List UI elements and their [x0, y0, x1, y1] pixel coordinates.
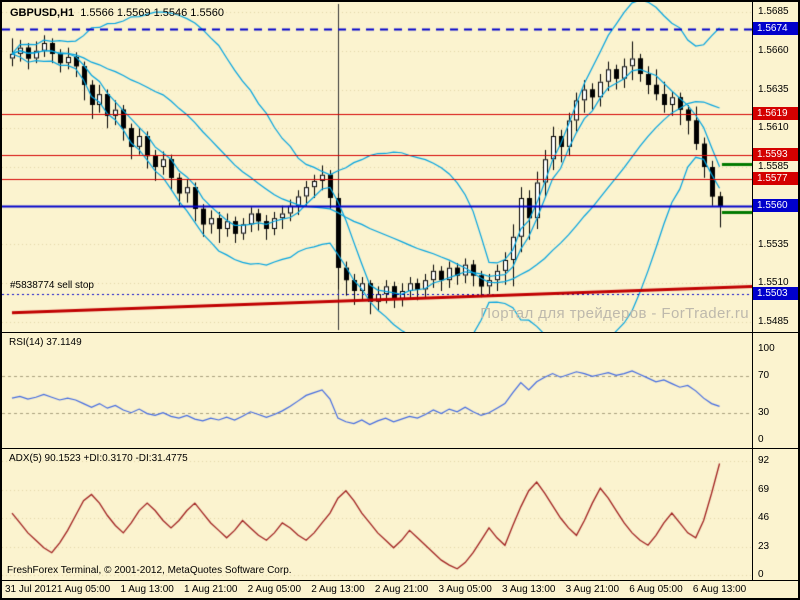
price-tick-label: 70 [758, 370, 770, 382]
price-tick-label: 100 [758, 343, 775, 354]
main-chart-canvas[interactable] [2, 2, 752, 332]
price-tick-label: 0 [758, 569, 764, 580]
panel-divider[interactable] [2, 332, 798, 333]
price-tick-label: 1.5610 [758, 122, 789, 134]
sell-stop-order-label: #5838774 sell stop [10, 280, 94, 292]
price-tick-label: 1.5485 [758, 316, 789, 327]
time-tick-label: 31 Jul 2012 [5, 584, 57, 595]
price-level-badge: 1.5593 [753, 147, 798, 161]
price-level-badge: 1.5560 [753, 198, 798, 212]
rsi-canvas[interactable] [2, 333, 752, 448]
time-tick-label: 3 Aug 05:00 [438, 584, 492, 595]
adx-label: ADX(5) 90.1523 +DI:0.3170 -DI:31.4775 [9, 453, 188, 464]
price-tick-label: 1.5685 [758, 6, 789, 17]
price-axis[interactable]: 1.5685 1.5660 1.5635 1.5610 1.5585 1.5560 1.55… [752, 2, 798, 581]
price-tick-label: 1.5535 [758, 238, 789, 250]
panel-divider[interactable] [2, 580, 798, 581]
main-chart-panel: GBPUSD,H1 1.5566 1.5569 1.5546 1.5560 #58… [2, 2, 752, 332]
price-level-badge: 1.5577 [753, 172, 798, 186]
price-tick-label: 92 [758, 455, 770, 466]
rsi-label: RSI(14) 37.1149 [9, 337, 82, 348]
chart-title: GBPUSD,H1 1.5566 1.5569 1.5546 1.5560 [10, 7, 224, 19]
time-tick-label: 3 Aug 21:00 [565, 584, 620, 595]
time-tick-label: 3 Aug 13:00 [502, 584, 556, 595]
symbol-timeframe-label: GBPUSD,H1 [10, 7, 75, 19]
price-tick-label: 1.5660 [758, 44, 789, 56]
price-tick-label: 30 [758, 406, 770, 418]
panel-divider[interactable] [2, 448, 798, 449]
price-level-badge: 1.5619 [753, 107, 798, 121]
price-level-badge: 1.5503 [753, 287, 798, 301]
price-level-badge: 1.5674 [753, 22, 798, 36]
ohlc-readout: 1.5566 1.5569 1.5546 1.5560 [80, 7, 224, 19]
watermark: Портал для трейдеров - ForTrader.ru [480, 305, 749, 322]
status-bar: FreshForex Terminal, © 2001-2012, MetaQu… [7, 565, 292, 576]
price-tick-label: 1.5635 [758, 83, 789, 95]
time-tick-label: 2 Aug 13:00 [311, 584, 365, 595]
time-tick-label: 6 Aug 13:00 [692, 584, 747, 595]
time-tick-label: 1 Aug 13:00 [120, 584, 174, 595]
adx-indicator-panel: ADX(5) 90.1523 +DI:0.3170 -DI:31.4775 [2, 449, 752, 580]
time-tick-label: 1 Aug 05:00 [56, 584, 111, 595]
adx-canvas[interactable] [2, 449, 752, 580]
price-tick-label: 69 [758, 483, 770, 495]
rsi-indicator-panel: RSI(14) 37.1149 [2, 333, 752, 448]
time-axis[interactable]: 31 Jul 2012 1 Aug 05:00 1 Aug 13:00 1 Aug 2… [2, 581, 798, 598]
time-tick-label: 2 Aug 21:00 [374, 584, 429, 595]
price-tick-label: 23 [758, 540, 770, 552]
price-tick-label: 1.5510 [758, 277, 789, 289]
price-tick-label: 46 [758, 512, 770, 523]
time-tick-label: 6 Aug 05:00 [629, 584, 683, 595]
time-tick-label: 1 Aug 21:00 [184, 584, 238, 595]
time-tick-label: 2 Aug 05:00 [247, 584, 302, 595]
price-tick-label: 0 [758, 434, 764, 445]
price-tick-label: 1.5585 [758, 161, 789, 172]
